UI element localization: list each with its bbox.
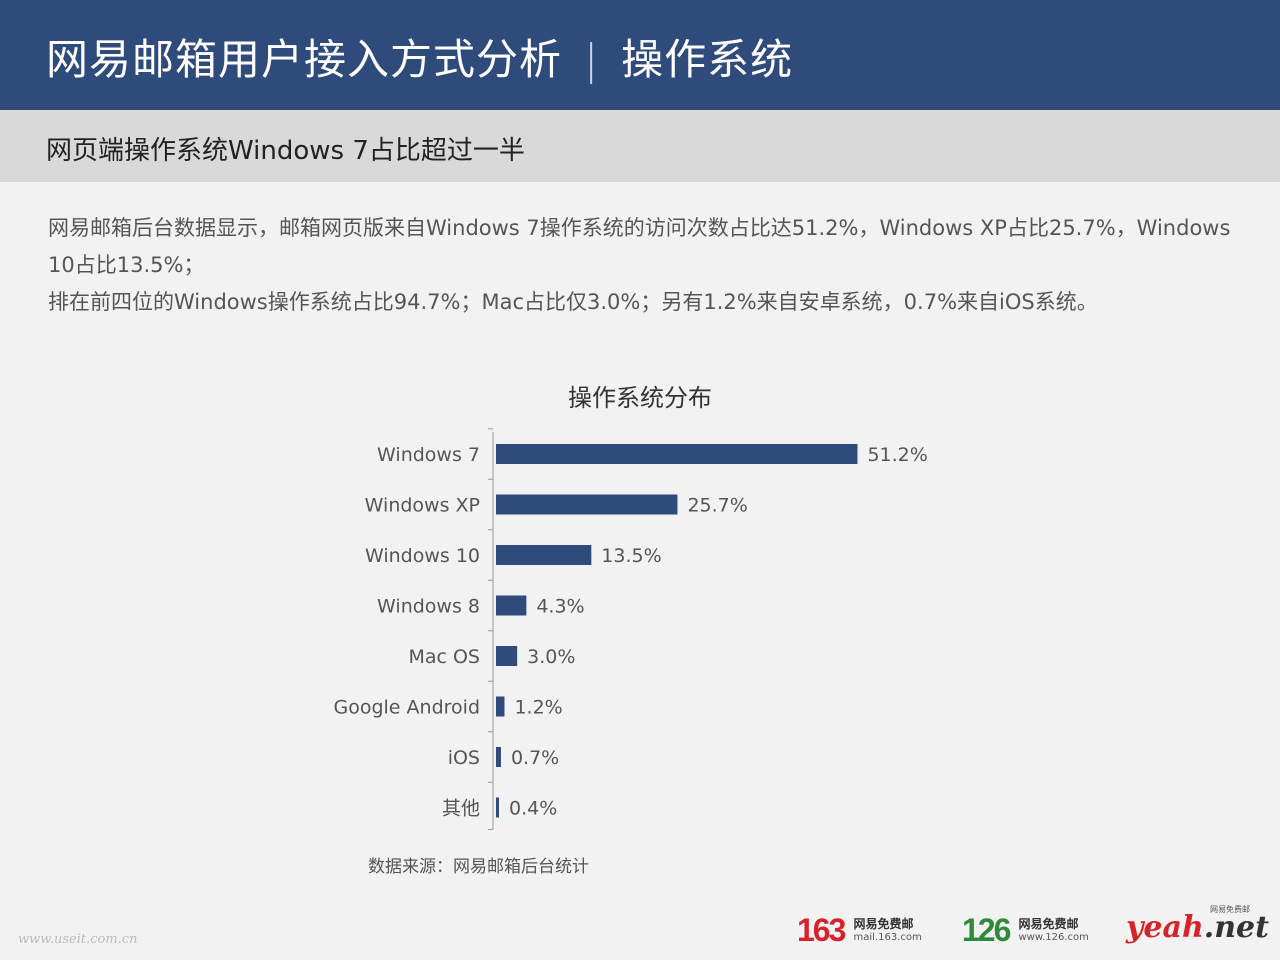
page-title-main: 网易邮箱用户接入方式分析 <box>46 35 563 84</box>
section-header: 网页端操作系统Windows 7占比超过一半 <box>0 110 1280 182</box>
category-label: Google Android <box>334 697 481 719</box>
value-label: 13.5% <box>601 545 661 567</box>
value-label: 0.7% <box>511 747 559 769</box>
value-label: 4.3% <box>536 596 584 618</box>
logo-163-name: 网易免费邮 <box>853 917 914 931</box>
logo-126-url: www.126.com <box>1018 932 1089 943</box>
bar <box>496 545 592 565</box>
logo-126-name: 网易免费邮 <box>1018 917 1079 931</box>
logo-yeah-tag: 网易免费邮 <box>1210 905 1250 914</box>
value-label: 25.7% <box>687 495 747 517</box>
category-label: Mac OS <box>408 646 480 668</box>
page-title-sub: 操作系统 <box>621 35 794 84</box>
logo-yeah-main: yeah <box>1126 910 1204 945</box>
os-distribution-chart: Windows 7 51.2% Windows XP 25.7% Windows 10 1… <box>334 428 928 830</box>
bar <box>496 646 518 666</box>
logo-yeah-suffix: .net <box>1203 910 1269 945</box>
data-source: 数据来源：网易邮箱后台统计 <box>368 857 589 877</box>
description: 网易邮箱后台数据显示，邮箱网页版来自Windows 7操作系统的访问次数占比达5… <box>48 210 1248 321</box>
logo-163-url: mail.163.com <box>853 932 922 943</box>
category-label: Windows 7 <box>377 444 480 466</box>
category-label: iOS <box>448 747 480 769</box>
category-label: 其他 <box>442 798 480 820</box>
category-label: Windows 10 <box>365 545 480 567</box>
page-title: 网易邮箱用户接入方式分析 | 操作系统 <box>46 26 793 87</box>
logo-163-number: 163 <box>797 912 846 948</box>
bar <box>496 494 678 515</box>
title-separator: | <box>584 35 600 84</box>
value-label: 3.0% <box>527 646 575 668</box>
logo-yeah: yeah.net 网易免费邮 <box>1126 905 1269 945</box>
logo-126-number: 126 <box>962 912 1011 948</box>
bar <box>496 797 499 818</box>
logo-163: 163 网易免费邮 mail.163.com <box>797 912 922 949</box>
bar <box>496 444 858 464</box>
watermark: www.useit.com.cn <box>18 932 138 947</box>
value-label: 51.2% <box>867 444 927 466</box>
chart-title: 操作系统分布 <box>568 384 712 412</box>
section-title: 网页端操作系统Windows 7占比超过一半 <box>46 136 525 166</box>
logo-126: 126 网易免费邮 www.126.com <box>962 912 1089 949</box>
value-label: 1.2% <box>514 697 562 719</box>
value-label: 0.4% <box>509 798 557 820</box>
bar <box>496 595 527 616</box>
description-line-2: 排在前四位的Windows操作系统占比94.7%；Mac占比仅3.0%；另有1.… <box>48 290 1098 314</box>
header-bar: 网易邮箱用户接入方式分析 | 操作系统 <box>0 0 1280 110</box>
bar <box>496 747 501 767</box>
category-label: Windows 8 <box>377 596 480 618</box>
description-line-1: 网易邮箱后台数据显示，邮箱网页版来自Windows 7操作系统的访问次数占比达5… <box>48 216 1231 277</box>
bar <box>496 696 505 717</box>
category-label: Windows XP <box>365 495 480 517</box>
